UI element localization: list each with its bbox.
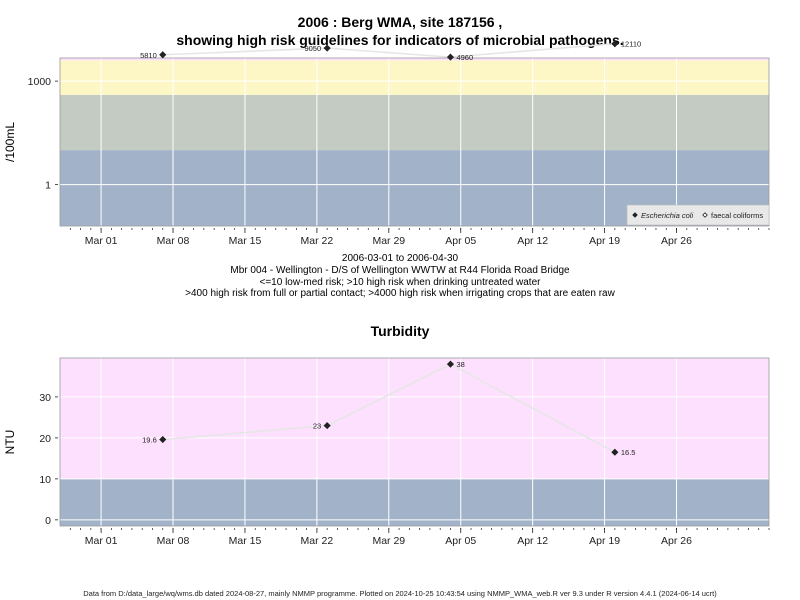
y-tick-label: 1 bbox=[45, 180, 51, 192]
data-label: 9050 bbox=[304, 44, 321, 53]
x-tick-label: Apr 12 bbox=[517, 235, 548, 247]
caption-date-range: 2006-03-01 to 2006-04-30 bbox=[341, 253, 459, 264]
y-axis-label: NTU bbox=[3, 430, 17, 455]
x-tick-label: Mar 08 bbox=[157, 235, 190, 247]
data-label: 4960 bbox=[456, 53, 473, 62]
footer-note: Data from D:/data_large/wq/wms.db dated … bbox=[83, 589, 717, 598]
x-tick-label: Mar 29 bbox=[372, 535, 405, 547]
turbidity-title: Turbidity bbox=[370, 323, 430, 339]
data-label: 16.5 bbox=[621, 448, 636, 457]
x-tick-label: Apr 26 bbox=[661, 535, 692, 547]
data-label: 19.6 bbox=[142, 436, 157, 445]
data-point bbox=[323, 44, 331, 52]
data-point bbox=[611, 448, 619, 456]
x-tick-label: Mar 15 bbox=[229, 535, 262, 547]
x-tick-label: Apr 19 bbox=[589, 235, 620, 247]
x-tick-label: Mar 22 bbox=[301, 235, 334, 247]
data-point bbox=[159, 435, 167, 444]
data-label: 38 bbox=[456, 360, 464, 369]
y-tick-label: 10 bbox=[39, 474, 51, 486]
legend-marker bbox=[632, 212, 638, 218]
plot-frame bbox=[59, 357, 770, 527]
y-tick-label: 20 bbox=[39, 433, 51, 445]
x-tick-label: Mar 15 bbox=[229, 235, 262, 247]
legend-box bbox=[626, 204, 770, 226]
x-tick-label: Apr 05 bbox=[445, 535, 476, 547]
risk-band-1 bbox=[60, 358, 769, 479]
data-point bbox=[159, 51, 167, 59]
data-point bbox=[446, 53, 455, 61]
x-tick-label: Mar 01 bbox=[85, 235, 118, 247]
data-point bbox=[446, 360, 455, 368]
data-label: 23 bbox=[313, 422, 321, 431]
chart-title-line1: 2006 : Berg WMA, site 187156 , bbox=[297, 14, 503, 30]
y-axis-label: /100mL bbox=[3, 122, 17, 162]
caption-site: Mbr 004 - Wellington - D/S of Wellington… bbox=[230, 265, 570, 276]
chart-title-line2: showing high risk guidelines for indicat… bbox=[176, 32, 624, 48]
series-line bbox=[162, 42, 615, 58]
y-tick-label: 1000 bbox=[28, 76, 52, 88]
x-tick-label: Apr 19 bbox=[589, 535, 620, 547]
y-tick-label: 30 bbox=[39, 392, 51, 404]
x-tick-label: Mar 08 bbox=[157, 535, 190, 547]
legend-item: Escherichia coli bbox=[641, 211, 693, 220]
risk-band-1 bbox=[60, 94, 769, 151]
risk-band-2 bbox=[60, 60, 769, 95]
x-tick-label: Mar 29 bbox=[372, 235, 405, 247]
risk-band-0 bbox=[60, 478, 769, 526]
data-label: 5810 bbox=[140, 51, 157, 60]
caption-guideline-drinking: <=10 low-med risk; >10 high risk when dr… bbox=[259, 277, 541, 288]
legend-marker bbox=[702, 212, 708, 218]
x-tick-label: Mar 22 bbox=[301, 535, 334, 547]
series-line bbox=[162, 363, 616, 453]
data-label: 12110 bbox=[621, 40, 641, 49]
x-tick-label: Mar 01 bbox=[85, 535, 118, 547]
legend-item: faecal coliforms bbox=[711, 211, 763, 220]
x-tick-label: Apr 12 bbox=[517, 535, 548, 547]
x-tick-label: Apr 26 bbox=[661, 235, 692, 247]
y-tick-label: 0 bbox=[45, 515, 51, 527]
risk-band-3 bbox=[60, 58, 769, 61]
data-point bbox=[611, 40, 619, 48]
plot-frame bbox=[59, 57, 770, 227]
x-tick-label: Apr 05 bbox=[445, 235, 476, 247]
caption-guideline-contact: >400 high risk from full or partial cont… bbox=[185, 288, 615, 299]
data-point bbox=[323, 422, 331, 430]
